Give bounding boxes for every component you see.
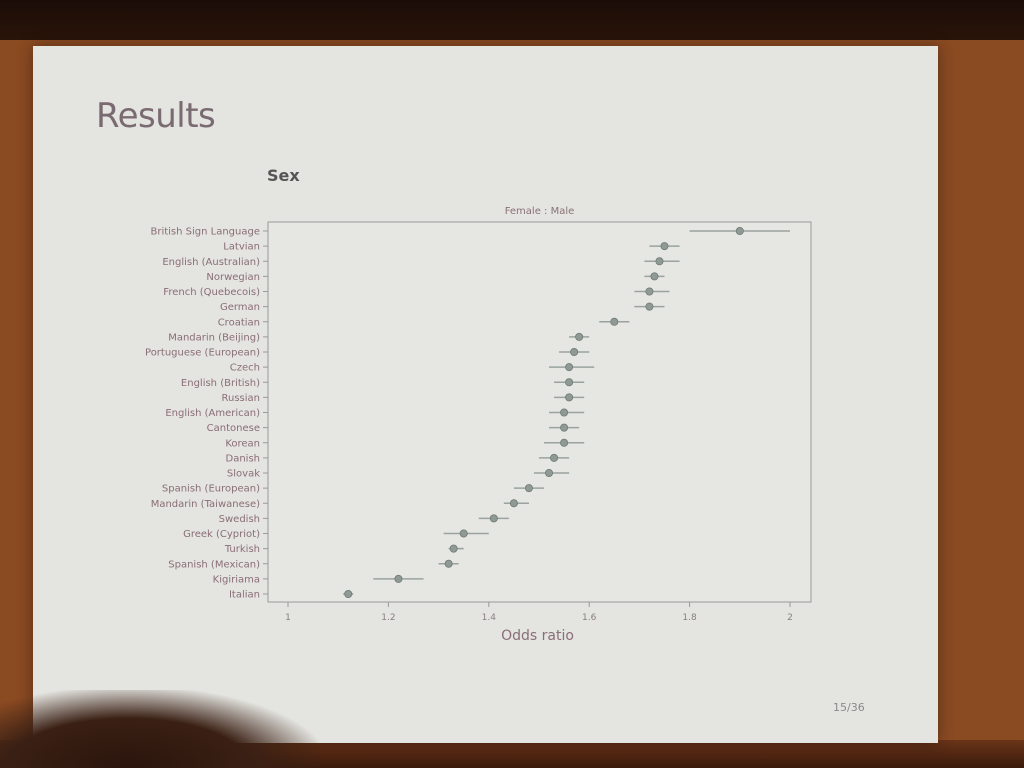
audience-head-silhouette [0, 690, 320, 768]
y-tick-label: Norwegian [206, 272, 260, 283]
x-tick-label: 1.6 [582, 613, 597, 623]
y-tick-label: English (British) [181, 378, 260, 389]
x-tick-label: 1.8 [682, 613, 697, 623]
x-tick-label: 1 [285, 613, 291, 623]
odds-ratio-point [394, 574, 403, 583]
y-tick-label: Kigiriama [213, 574, 260, 585]
odds-ratio-point [660, 242, 669, 251]
x-tick-label: 1.2 [381, 613, 395, 623]
odds-ratio-point [449, 544, 458, 553]
y-tick-label: Czech [230, 363, 260, 374]
odds-ratio-point [645, 287, 654, 296]
y-tick-label: Italian [229, 590, 260, 601]
plot-frame [267, 221, 812, 603]
y-tick-label: Mandarin (Beijing) [168, 332, 260, 343]
odds-ratio-point [565, 378, 574, 387]
odds-ratio-point [560, 408, 569, 417]
y-tick-label: Spanish (Mexican) [168, 559, 260, 570]
y-tick-label: Russian [221, 393, 260, 404]
odds-ratio-point [444, 559, 453, 568]
odds-ratio-point [560, 423, 569, 432]
presentation-slide: Results Sex Female : Male British Sign L… [33, 46, 938, 743]
odds-ratio-point [550, 453, 559, 462]
y-tick-label: Turkish [224, 544, 260, 555]
y-tick-label: Slovak [227, 469, 260, 480]
odds-ratio-point [655, 257, 664, 266]
chart-title: Sex [267, 166, 300, 185]
odds-ratio-point [610, 317, 619, 326]
odds-ratio-point [575, 332, 584, 341]
x-tick-label: 2 [787, 613, 793, 623]
odds-ratio-point [509, 499, 518, 508]
y-tick-label: Latvian [223, 242, 260, 253]
odds-ratio-point [344, 590, 353, 599]
y-tick-label: Korean [225, 438, 260, 449]
odds-ratio-point [570, 347, 579, 356]
odds-ratio-point [459, 529, 468, 538]
y-tick-label: English (Australian) [162, 257, 260, 268]
odds-ratio-point [735, 226, 744, 235]
y-tick-label: Greek (Cypriot) [183, 529, 260, 540]
chart-subtitle: Female : Male [505, 206, 575, 217]
y-tick-label: French (Quebecois) [163, 287, 260, 298]
y-tick-label: Cantonese [207, 423, 260, 434]
x-tick-label: 1.4 [482, 613, 497, 623]
odds-ratio-point [489, 514, 498, 523]
y-tick-label: Mandarin (Taiwanese) [151, 499, 260, 510]
y-tick-label: Portuguese (European) [145, 348, 260, 359]
y-tick-label: British Sign Language [150, 227, 260, 238]
forest-plot: Female : Male British Sign Language Latvi… [145, 206, 812, 644]
y-tick-label: English (American) [165, 408, 260, 419]
slide-title: Results [96, 96, 216, 136]
odds-ratio-point [545, 468, 554, 477]
projector-top-edge [0, 0, 1024, 40]
y-tick-label: German [220, 302, 260, 313]
y-tick-label: Spanish (European) [162, 484, 260, 495]
odds-ratio-point [565, 363, 574, 372]
odds-ratio-point [524, 484, 533, 493]
odds-ratio-point [650, 272, 659, 281]
y-tick-label: Danish [226, 453, 261, 464]
odds-ratio-point [645, 302, 654, 311]
odds-ratio-point [560, 438, 569, 447]
y-tick-label: Croatian [218, 317, 260, 328]
y-tick-label: Swedish [219, 514, 260, 525]
x-axis-label: Odds ratio [501, 628, 574, 644]
odds-ratio-point [565, 393, 574, 402]
page-number: 15/36 [833, 701, 865, 714]
